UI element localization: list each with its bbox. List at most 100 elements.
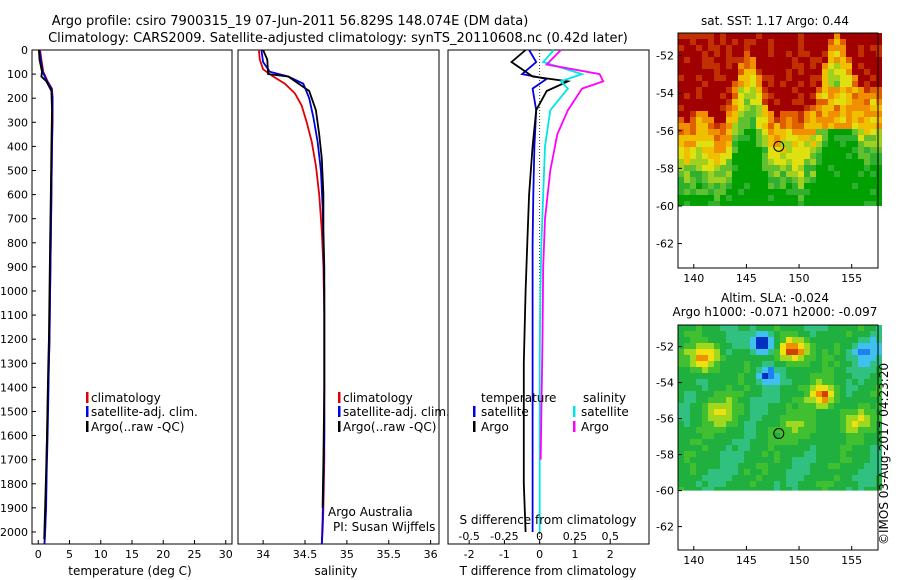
map-cell: [714, 433, 720, 439]
map-cell: [732, 63, 738, 69]
map-cell: [858, 355, 864, 361]
map-cell: [828, 201, 834, 206]
map-cell: [816, 385, 822, 391]
map-cell: [702, 397, 708, 403]
map-cell: [810, 159, 816, 165]
map-cell: [774, 129, 780, 135]
map-cell: [792, 57, 798, 63]
map-cell: [822, 39, 828, 45]
map-cell: [720, 325, 726, 331]
map-cell: [858, 99, 864, 105]
map-cell: [852, 451, 858, 457]
map-cell: [870, 379, 876, 385]
map-cell: [726, 183, 732, 189]
map-cell: [846, 367, 852, 373]
map-cell: [870, 123, 876, 129]
map-cell: [798, 201, 804, 206]
map-cell: [744, 343, 750, 349]
map-cell: [714, 69, 720, 75]
map-cell: [846, 481, 852, 487]
map-cell: [774, 367, 780, 373]
map-cell: [684, 463, 690, 469]
map-cell: [816, 367, 822, 373]
map-cell: [690, 343, 696, 349]
map-cell: [792, 195, 798, 201]
map-cell: [852, 171, 858, 177]
map-cell: [726, 69, 732, 75]
map-cell: [810, 403, 816, 409]
map-cell: [804, 325, 810, 331]
map-cell: [774, 421, 780, 427]
map-cell: [750, 451, 756, 457]
map-cell: [780, 349, 786, 355]
map-cell: [726, 337, 732, 343]
map-cell: [804, 63, 810, 69]
map-cell: [846, 397, 852, 403]
map-cell: [834, 93, 840, 99]
map-cell: [822, 433, 828, 439]
map-cell: [786, 45, 792, 51]
map-cell: [828, 123, 834, 129]
map-cell: [690, 93, 696, 99]
map-cell: [738, 33, 744, 39]
map-cell: [798, 469, 804, 475]
map-cell: [756, 379, 762, 385]
map-cell: [804, 445, 810, 451]
map-cell: [792, 87, 798, 93]
map-cell: [840, 421, 846, 427]
map-cell: [756, 153, 762, 159]
salinity-plot: 34 34.5 35 35.5 36: [256, 49, 438, 561]
map-cell: [696, 445, 702, 451]
map-cell: [792, 481, 798, 487]
map-cell: [804, 403, 810, 409]
map-cell: [876, 391, 882, 397]
map-cell: [762, 63, 768, 69]
map-cell: [678, 153, 684, 159]
map-cell: [822, 111, 828, 117]
map-cell: [690, 69, 696, 75]
map-cell: [690, 349, 696, 355]
map-cell: [696, 403, 702, 409]
map-cell: [792, 159, 798, 165]
map-cell: [744, 129, 750, 135]
map-cell: [702, 379, 708, 385]
map-cell: [822, 445, 828, 451]
map-cell: [732, 427, 738, 433]
map-cell: [708, 445, 714, 451]
map-cell: [678, 379, 684, 385]
map-cell: [786, 475, 792, 481]
map-cell: [810, 349, 816, 355]
map-cell: [864, 153, 870, 159]
map-cell: [810, 195, 816, 201]
map-cell: [870, 475, 876, 481]
map-cell: [864, 195, 870, 201]
map-cell: [762, 349, 768, 355]
map-cell: [738, 105, 744, 111]
map-cell: [750, 385, 756, 391]
map-cell: [870, 427, 876, 433]
map-cell: [822, 361, 828, 367]
map-cell: [696, 361, 702, 367]
map-cell: [816, 373, 822, 379]
map-cell: [852, 159, 858, 165]
map-cell: [708, 153, 714, 159]
map-cell: [726, 439, 732, 445]
y-tick-label: -60: [656, 485, 674, 498]
map-cell: [846, 105, 852, 111]
map-cell: [708, 463, 714, 469]
map-cell: [732, 33, 738, 39]
map-cell: [762, 421, 768, 427]
map-cell: [768, 349, 774, 355]
map-cell: [702, 325, 708, 331]
map-cell: [696, 177, 702, 183]
map-cell: [744, 189, 750, 195]
map-cell: [774, 57, 780, 63]
map-cell: [732, 99, 738, 105]
map-cell: [786, 87, 792, 93]
map-cell: [702, 463, 708, 469]
map-frame: [677, 324, 879, 551]
map-cell: [858, 189, 864, 195]
map-cell: [792, 433, 798, 439]
map-cell: [798, 367, 804, 373]
map-cell: [876, 183, 882, 189]
